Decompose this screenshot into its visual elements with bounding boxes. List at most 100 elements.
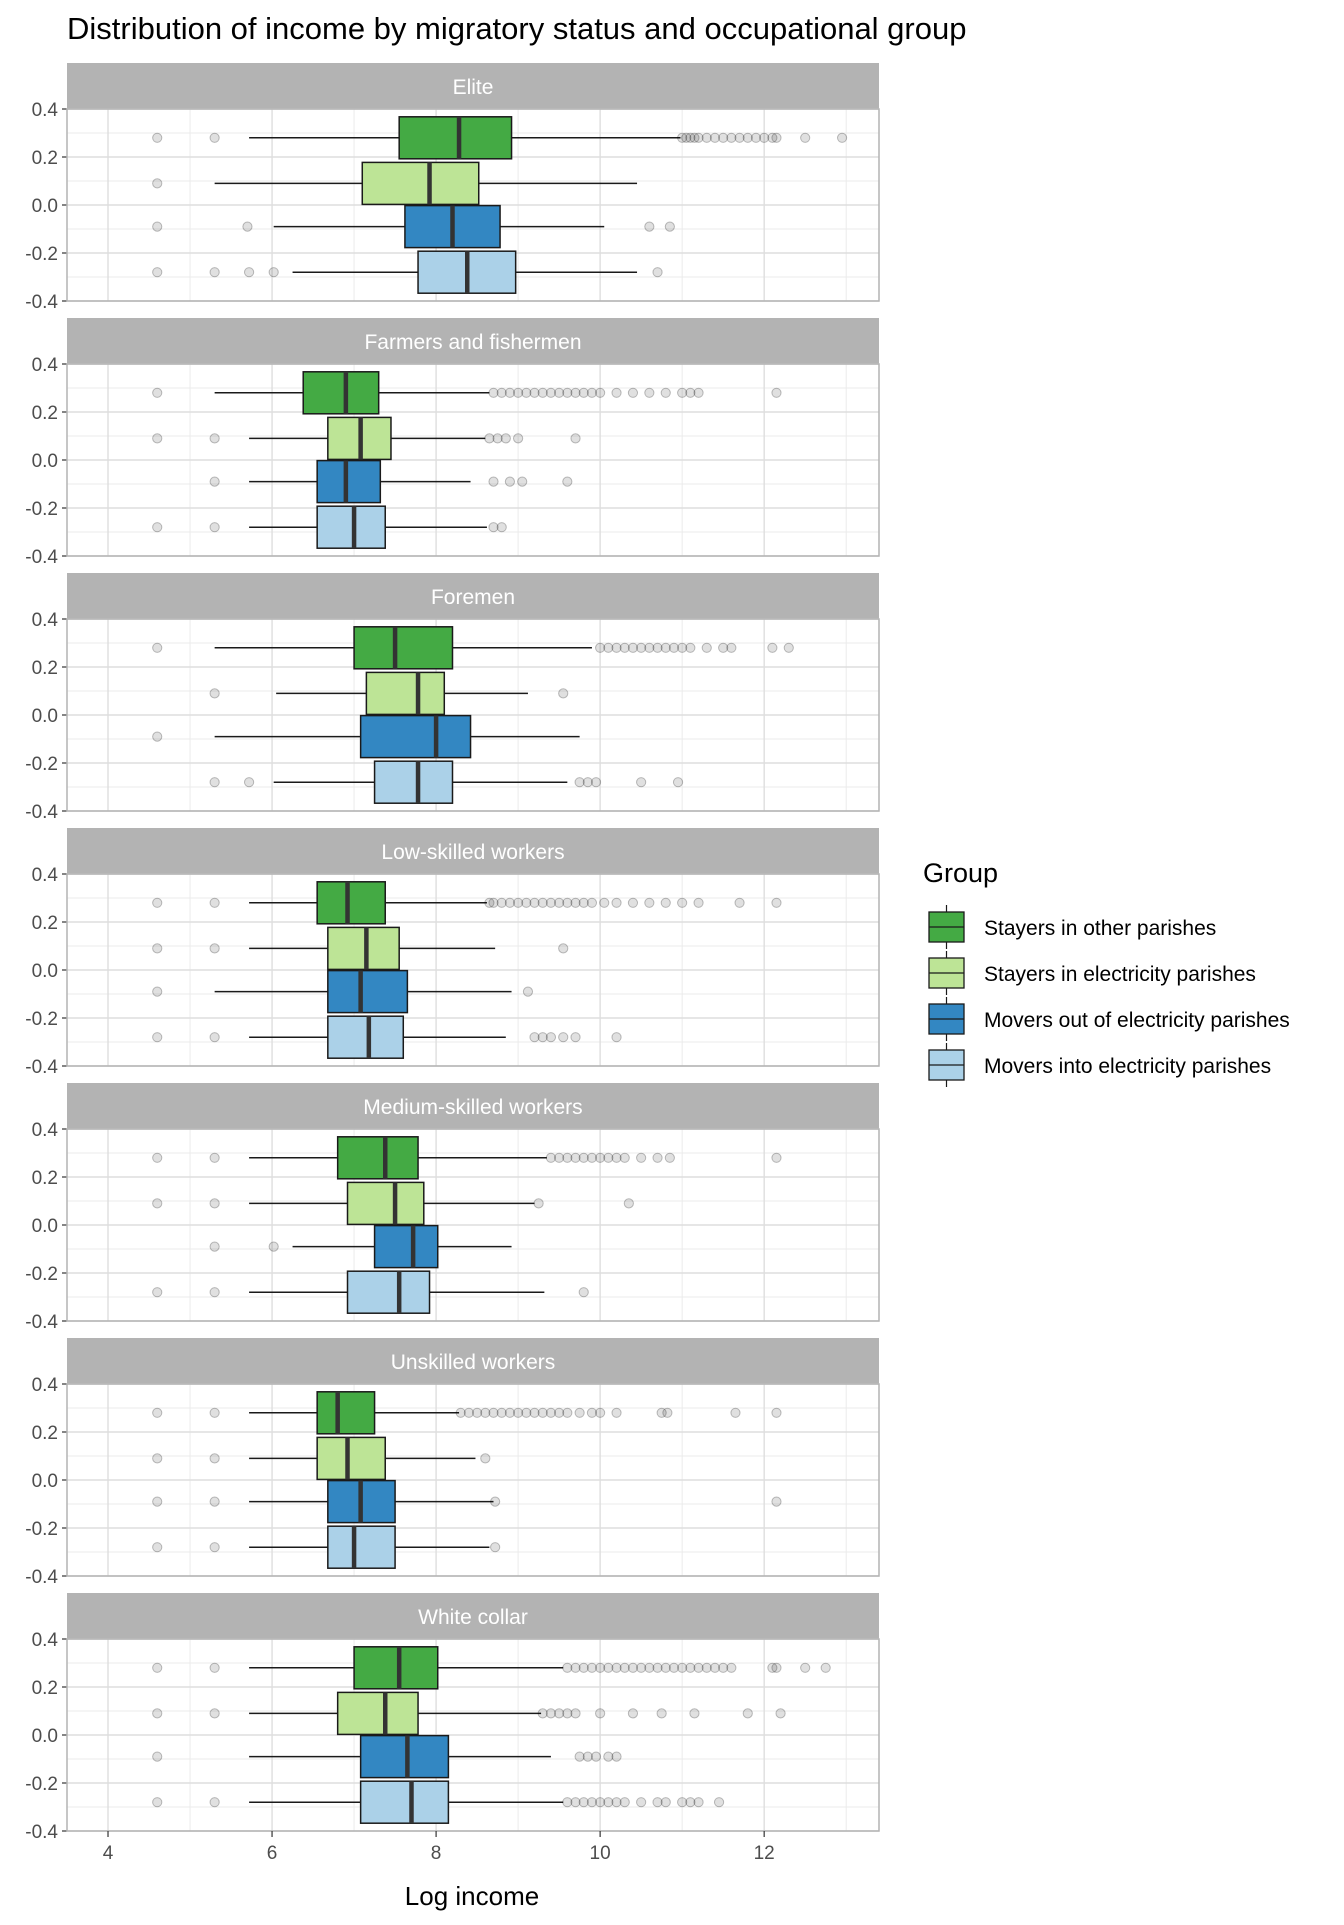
outlier-point (590, 777, 602, 788)
outlier-point (611, 897, 622, 908)
outlier-point (677, 1662, 688, 1673)
outlier-point (522, 986, 534, 997)
legend-title: Group (923, 858, 998, 888)
outlier-point (152, 897, 163, 908)
outlier-point (517, 476, 528, 487)
outlier-point (570, 387, 581, 398)
boxplot-unskilled-workers-series-3 (152, 1479, 782, 1524)
outlier-point (734, 132, 745, 143)
outlier-point (656, 1708, 667, 1719)
panel-border (66, 1638, 880, 1832)
outlier-point (209, 1152, 220, 1163)
boxplot-farmers-and-fishermen-series-2 (152, 416, 581, 461)
y-tick-label: 0.2 (32, 658, 58, 679)
outlier-point (677, 132, 688, 143)
legend-label: Stayers in other parishes (984, 917, 1216, 940)
outlier-point (713, 1797, 725, 1808)
outlier-point (545, 1708, 557, 1719)
legend-label: Movers out of electricity parishes (984, 1009, 1290, 1032)
y-tick-label: 0.4 (32, 100, 59, 121)
outlier-point (152, 731, 163, 742)
legend: Group Stayers in other parishes Stayers i… (923, 858, 1290, 1087)
boxplot-foremen-series-1 (152, 626, 794, 670)
outlier-point (496, 522, 507, 533)
outlier-point (152, 1032, 163, 1043)
boxplot-foremen-series-2 (209, 671, 569, 716)
boxplot-low-skilled-workers-series-4 (152, 1015, 622, 1059)
outlier-point (152, 1287, 163, 1298)
outlier-point (672, 777, 684, 788)
box (398, 116, 513, 160)
y-tick-label: 0.2 (32, 1678, 58, 1699)
outlier-point (652, 1152, 663, 1163)
legend-item-1: Stayers in other parishes (928, 905, 1216, 949)
outlier-point (668, 1662, 680, 1673)
outlier-point (488, 1407, 499, 1418)
outlier-point (627, 1662, 639, 1673)
legend-item-2: Stayers in electricity parishes (928, 951, 1256, 995)
outlier-point (152, 1496, 163, 1507)
outlier-point (611, 1662, 622, 1673)
y-tick-label: 0.0 (32, 451, 58, 472)
y-tick-label: -0.2 (25, 1009, 58, 1030)
y-tick-label: 0.0 (32, 196, 58, 217)
y-tick-label: 0.4 (32, 355, 59, 376)
outlier-point (209, 1407, 220, 1418)
outlier-point (152, 642, 163, 653)
boxplot-unskilled-workers-series-2 (152, 1436, 491, 1481)
outlier-point (558, 943, 569, 954)
outlier-point (677, 897, 688, 908)
y-tick-label: -0.2 (25, 1774, 58, 1795)
outlier-point (209, 1708, 220, 1719)
outlier-point (636, 1152, 647, 1163)
box (336, 1136, 419, 1180)
outlier-point (268, 267, 279, 278)
outlier-point (730, 1407, 741, 1418)
outlier-point (570, 1708, 581, 1719)
outlier-point (562, 387, 573, 398)
outlier-point (496, 897, 507, 908)
outlier-point (619, 1797, 630, 1808)
outlier-point (521, 897, 532, 908)
y-tick-label: 0.0 (32, 961, 58, 982)
outlier-point (578, 1797, 589, 1808)
outlier-point (578, 1287, 589, 1298)
outlier-point (570, 1662, 581, 1673)
boxplot-white-collar-series-4 (152, 1780, 725, 1824)
outlier-point (209, 476, 220, 487)
outlier-point (771, 897, 782, 908)
outlier-point (562, 1708, 573, 1719)
outlier-point (513, 1407, 524, 1418)
outlier-point (152, 1542, 163, 1553)
outlier-point (242, 221, 253, 232)
outlier-point (488, 387, 499, 398)
box (359, 1780, 450, 1824)
outlier-point (726, 1662, 737, 1673)
outlier-point (595, 1708, 606, 1719)
panel-farmers-and-fishermen: Farmers and fishermen 0.4 0.2 0.0 -0.2 -0.4 (25, 318, 880, 568)
outlier-point (570, 1797, 581, 1808)
y-tick-label: -0.2 (25, 754, 58, 775)
outlier-point (709, 132, 721, 143)
outlier-point (627, 642, 639, 653)
outlier-point (529, 1032, 540, 1043)
boxplot-medium-skilled-workers-series-1 (152, 1136, 782, 1180)
outlier-point (268, 1241, 279, 1252)
outlier-point (554, 1407, 565, 1418)
x-tick-label: 4 (103, 1843, 114, 1864)
outlier-point (472, 1407, 483, 1418)
outlier-point (619, 1662, 630, 1673)
panel-foremen: Foremen 0.4 0.2 0.0 -0.2 -0.4 (25, 573, 880, 823)
y-tick-label: 0.2 (32, 148, 58, 169)
outlier-point (152, 132, 163, 143)
outlier-point (611, 1407, 622, 1418)
box (353, 1646, 439, 1690)
y-tick-label: 0.4 (32, 610, 59, 631)
outlier-point (488, 476, 499, 487)
outlier-point (209, 688, 220, 699)
outlier-point (480, 1407, 491, 1418)
outlier-point (513, 387, 524, 398)
outlier-point (759, 132, 770, 143)
